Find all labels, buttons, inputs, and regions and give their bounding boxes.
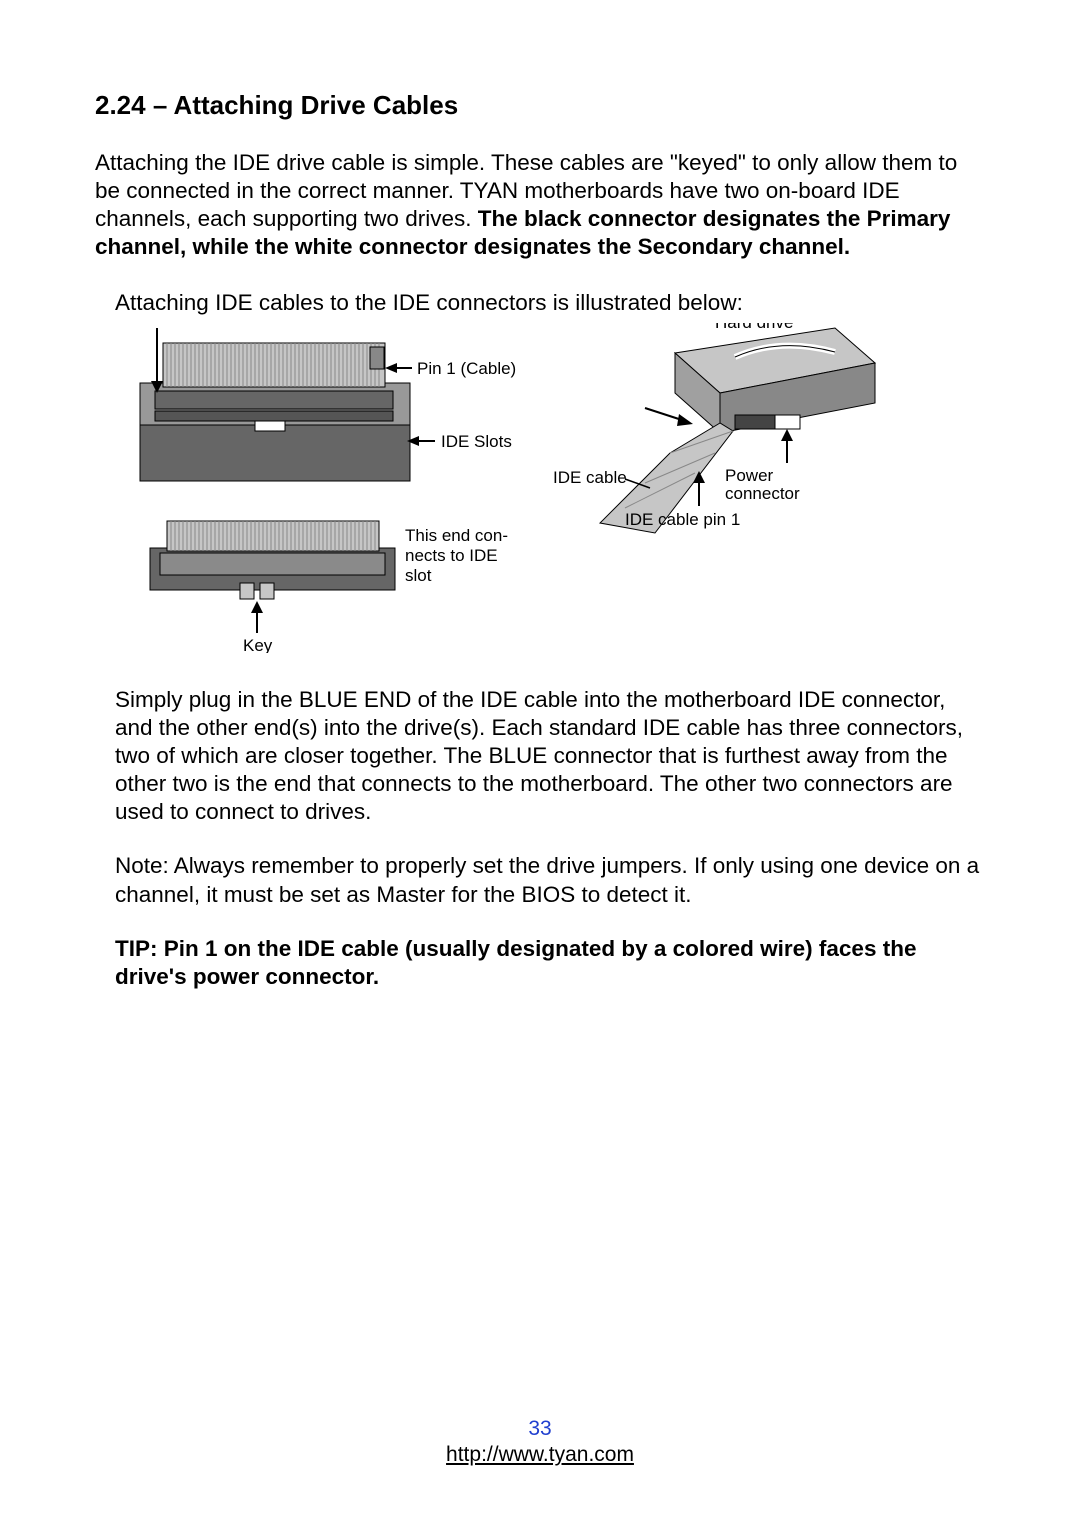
footer-url: http://www.tyan.com (0, 1443, 1080, 1467)
paragraph-instructions: Simply plug in the BLUE END of the IDE c… (115, 686, 985, 827)
mb-slots-group (140, 328, 410, 481)
label-power-1: Power (725, 466, 774, 485)
ide-diagram: Pin 1 (Cable) IDE Slots (115, 323, 885, 658)
label-this-end-2: nects to IDE (405, 546, 498, 565)
label-pin1-cable: Pin 1 (Cable) (417, 359, 516, 378)
label-this-end-3: slot (405, 566, 432, 585)
label-ide-cable-pin1: IDE cable pin 1 (625, 510, 740, 529)
paragraph-intro2: Attaching IDE cables to the IDE connecto… (115, 288, 985, 317)
ide-cable-label: IDE cable (553, 468, 650, 488)
ide-diagram-svg: Pin 1 (Cable) IDE Slots (115, 323, 885, 653)
label-power-2: connector (725, 484, 800, 503)
label-key: Key (243, 636, 273, 653)
power-conn-label: Power connector (725, 429, 800, 503)
key-label: Key (243, 601, 273, 653)
paragraph-intro: Attaching the IDE drive cable is simple.… (95, 149, 985, 262)
page-number: 33 (0, 1417, 1080, 1441)
paragraph-tip: TIP: Pin 1 on the IDE cable (usually des… (115, 935, 985, 991)
paragraph-note: Note: Always remember to properly set th… (115, 852, 985, 908)
label-ide-slots: IDE Slots (441, 432, 512, 451)
ide-connector-group (150, 521, 395, 599)
this-end-label: This end con- nects to IDE slot (405, 526, 508, 585)
label-hard-drive: Hard drive (715, 323, 793, 332)
ide-slots-label: IDE Slots (407, 432, 512, 451)
section-heading: 2.24 – Attaching Drive Cables (95, 90, 985, 121)
pin1-cable-label: Pin 1 (Cable) (385, 359, 516, 378)
label-ide-cable: IDE cable (553, 468, 627, 487)
label-this-end-1: This end con- (405, 526, 508, 545)
page-footer: 33 http://www.tyan.com (0, 1417, 1080, 1467)
